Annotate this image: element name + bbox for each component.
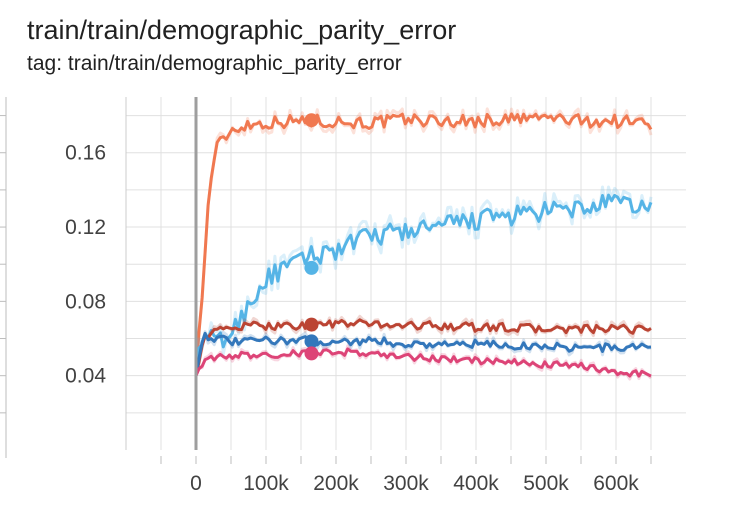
series-layer [194,107,653,381]
series-line[interactable] [194,112,653,376]
series-line[interactable] [194,193,653,376]
grid [125,97,686,450]
x-tick-label: 500k [523,472,569,495]
series-line[interactable] [194,347,652,378]
series-marker[interactable] [304,346,319,361]
series-line[interactable] [194,318,652,377]
series-marker[interactable] [304,334,319,349]
series-raw-line [194,185,653,376]
y-tick-label: 0.04 [65,365,106,388]
y-tick-label: 0.08 [65,290,106,313]
series-marker[interactable] [304,260,319,275]
series-raw-line [194,344,653,381]
x-tick-label: 300k [383,472,429,495]
x-tick-label: 600k [593,472,639,495]
marker-layer [194,97,319,450]
x-tick-label: 200k [313,472,359,495]
x-tick-label: 0 [190,472,202,495]
series-raw-line [194,314,653,377]
chart-tag: tag: train/train/demographic_parity_erro… [27,52,402,75]
x-tick-label: 400k [453,472,499,495]
series-line[interactable] [194,331,652,376]
series-raw-line [194,107,653,376]
y-tick-label: 0.16 [65,142,106,165]
axes: 0.04 0.08 0.12 0.16 0 100k 200k 300k 400k 500k 600… [0,97,652,495]
series-marker[interactable] [304,317,319,332]
y-tick-label: 0.12 [65,216,106,239]
chart-title: train/train/demographic_parity_error [27,15,457,45]
x-tick-label: 100k [243,472,289,495]
series-marker[interactable] [304,113,319,128]
